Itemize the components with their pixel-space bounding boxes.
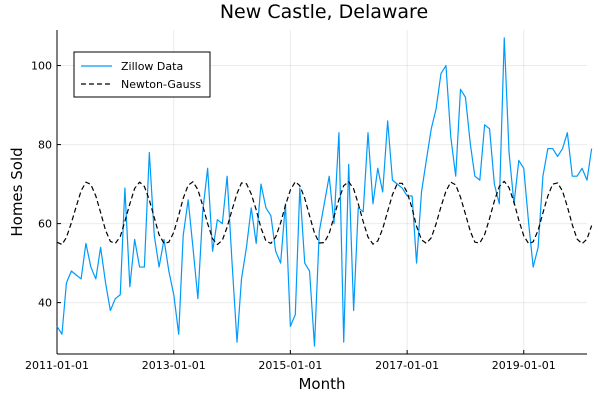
y-tick-label: 80 — [38, 139, 52, 152]
series-line-zillow-data — [56, 37, 593, 347]
series — [56, 37, 593, 347]
y-tick-label: 100 — [31, 60, 52, 73]
axis-ticks: 2011-01-01 2013-01-01 2015-01-01 2017-01-01… — [25, 60, 556, 372]
x-tick-label: 2015-01-01 — [258, 359, 322, 372]
chart-title: New Castle, Delaware — [220, 1, 428, 23]
y-axis-title: Homes Sold — [8, 147, 26, 236]
x-tick-label: 2011-01-01 — [25, 359, 89, 372]
x-axis-title: Month — [298, 375, 345, 393]
y-tick-label: 60 — [38, 218, 52, 231]
legend-label-zillow-data: Zillow Data — [121, 60, 183, 73]
x-tick-label: 2019-01-01 — [492, 359, 556, 372]
x-tick-label: 2017-01-01 — [375, 359, 439, 372]
x-tick-label: 2013-01-01 — [142, 359, 206, 372]
legend-label-newton-gauss: Newton-Gauss — [121, 78, 201, 91]
y-tick-label: 40 — [38, 297, 52, 310]
legend: Zillow Data Newton-Gauss — [73, 51, 211, 98]
legend-box — [73, 51, 211, 98]
